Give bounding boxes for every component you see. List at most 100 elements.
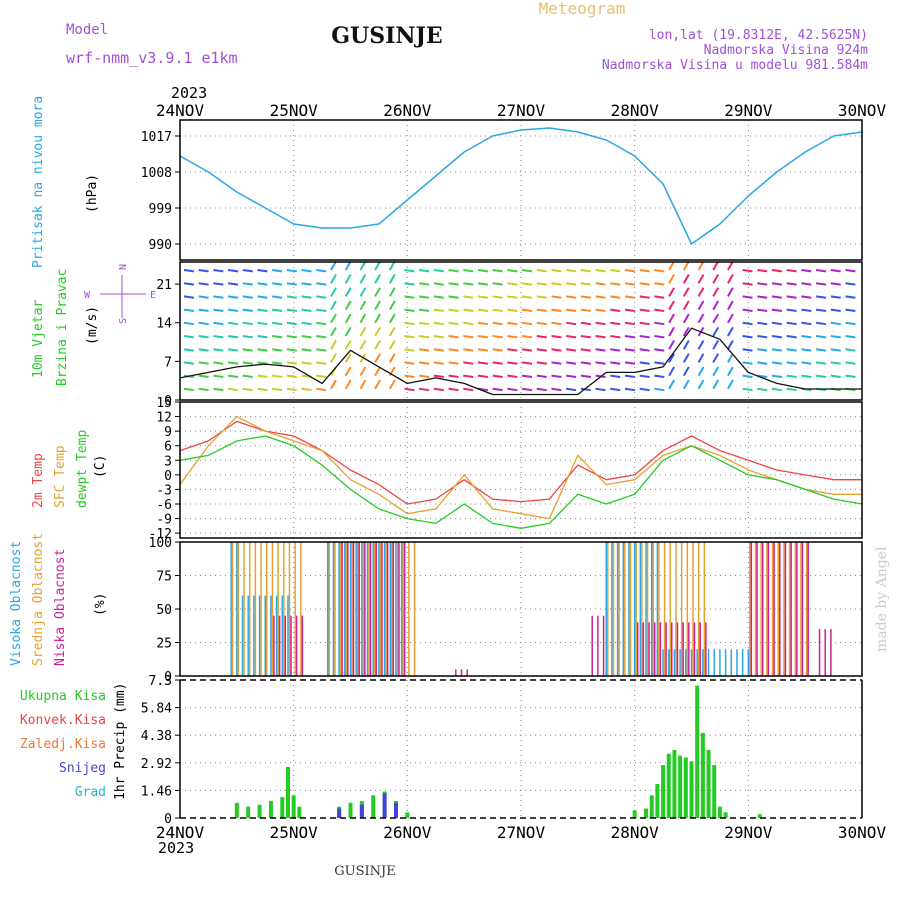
- wind-barb: [448, 308, 459, 312]
- wind-barb: [477, 282, 489, 286]
- wind-barb: [536, 348, 547, 352]
- wind-barb: [536, 335, 547, 339]
- precip-bar: [291, 795, 296, 818]
- wind-barb: [492, 335, 503, 339]
- top-time-label: 30NOV: [838, 101, 887, 120]
- precip-bar: [723, 812, 728, 818]
- wind-barb: [272, 335, 283, 339]
- wind-barb: [301, 321, 312, 326]
- pressure-line: [179, 127, 863, 245]
- wind-barb: [757, 321, 768, 326]
- wind-barb: [344, 274, 352, 284]
- wind-barb: [388, 313, 396, 324]
- y-tick-label: 21: [156, 278, 172, 293]
- wind-barb: [404, 308, 415, 312]
- wind-barb: [507, 269, 518, 273]
- y-tick-label: 999: [149, 202, 172, 217]
- wind-barb: [727, 300, 734, 311]
- wind-barb: [198, 269, 209, 273]
- wind-barb: [654, 335, 665, 339]
- wind-barb: [404, 348, 415, 352]
- wind-barb: [359, 274, 367, 284]
- wind-barb: [419, 308, 430, 312]
- wind-barb: [492, 295, 503, 299]
- wind-barb: [742, 295, 753, 299]
- wind-barb: [227, 295, 239, 299]
- panel-frame: [179, 541, 863, 677]
- elevation-text: Nadmorska Visina 924m: [704, 43, 869, 58]
- wind-barb: [830, 374, 841, 378]
- bottom-time-label: 28NOV: [611, 823, 660, 842]
- wind-barb: [566, 269, 577, 273]
- wind-barb: [492, 269, 503, 273]
- wind-barb: [316, 348, 327, 352]
- wind-barb: [668, 326, 675, 337]
- wind-barb: [712, 300, 720, 311]
- wind-barb: [786, 387, 797, 392]
- wind-barb: [286, 321, 297, 326]
- wind-barb: [654, 361, 665, 365]
- wind-barb: [344, 379, 352, 390]
- y-tick-label: 7.3: [149, 674, 172, 689]
- wind-barb: [433, 321, 444, 326]
- y-tick-label: 12: [156, 411, 172, 426]
- wind-barb: [566, 374, 577, 378]
- wind-barb: [359, 300, 367, 311]
- wind-barb: [448, 295, 459, 299]
- wind-barb: [316, 282, 327, 286]
- wind-barb: [242, 269, 253, 273]
- wind-barb: [697, 313, 705, 324]
- wind-barb: [830, 361, 841, 365]
- wind-barb: [668, 300, 675, 311]
- wind-barb: [654, 321, 665, 326]
- temp-line-2: [179, 435, 863, 529]
- wind-barb: [359, 326, 367, 337]
- precip-bar: [706, 749, 711, 818]
- wind-barb: [551, 348, 562, 352]
- y-tick-label: -3: [156, 483, 172, 498]
- wind-barb: [404, 374, 415, 378]
- bottom-time-labels: 24NOV 25NOV 26NOV 27NOV 28NOV 29NOV 30NOV: [156, 823, 887, 842]
- wind-barb: [272, 321, 283, 326]
- precip-legend-item: Grad: [75, 785, 106, 800]
- wind-barb: [815, 282, 827, 286]
- wind-barb: [242, 321, 253, 326]
- wind-barb: [404, 269, 415, 273]
- wind-barb: [682, 287, 690, 297]
- y-tick-label: 0: [164, 670, 172, 685]
- wind-barb: [272, 348, 283, 352]
- wind-barb: [521, 295, 533, 299]
- wind-barb: [668, 379, 675, 390]
- wind-barb: [610, 269, 621, 273]
- wind-barb: [388, 274, 396, 284]
- wind-barb: [286, 295, 297, 299]
- wind-barb: [639, 295, 650, 299]
- wind-barb: [374, 313, 381, 324]
- wind-barb: [639, 374, 650, 378]
- wind-barb: [624, 361, 636, 365]
- wind-barb: [830, 282, 841, 286]
- wind-barb: [580, 308, 591, 312]
- wind-barb: [727, 260, 734, 271]
- wind-barb: [727, 287, 734, 297]
- precip-bar: [683, 757, 688, 818]
- wind-barb: [330, 340, 337, 350]
- wind-barb: [757, 282, 768, 286]
- wind-barb: [771, 387, 783, 392]
- compass-w: W: [84, 290, 91, 301]
- wind-barb: [682, 260, 690, 271]
- wind-barb: [507, 387, 518, 392]
- wind-barb: [316, 335, 327, 339]
- wind-barb: [566, 295, 577, 299]
- wind-barb: [301, 308, 312, 312]
- wind-barb: [845, 321, 856, 326]
- wind-barb: [830, 348, 841, 352]
- wind-barb: [198, 321, 209, 326]
- wind-barb: [697, 274, 705, 284]
- precip-bar: [672, 749, 677, 818]
- wind-barb: [213, 269, 224, 273]
- wind-barb: [404, 295, 415, 299]
- wind-barb: [213, 335, 224, 339]
- y-tick-label: 2.92: [141, 757, 172, 772]
- wind-barb: [477, 269, 489, 273]
